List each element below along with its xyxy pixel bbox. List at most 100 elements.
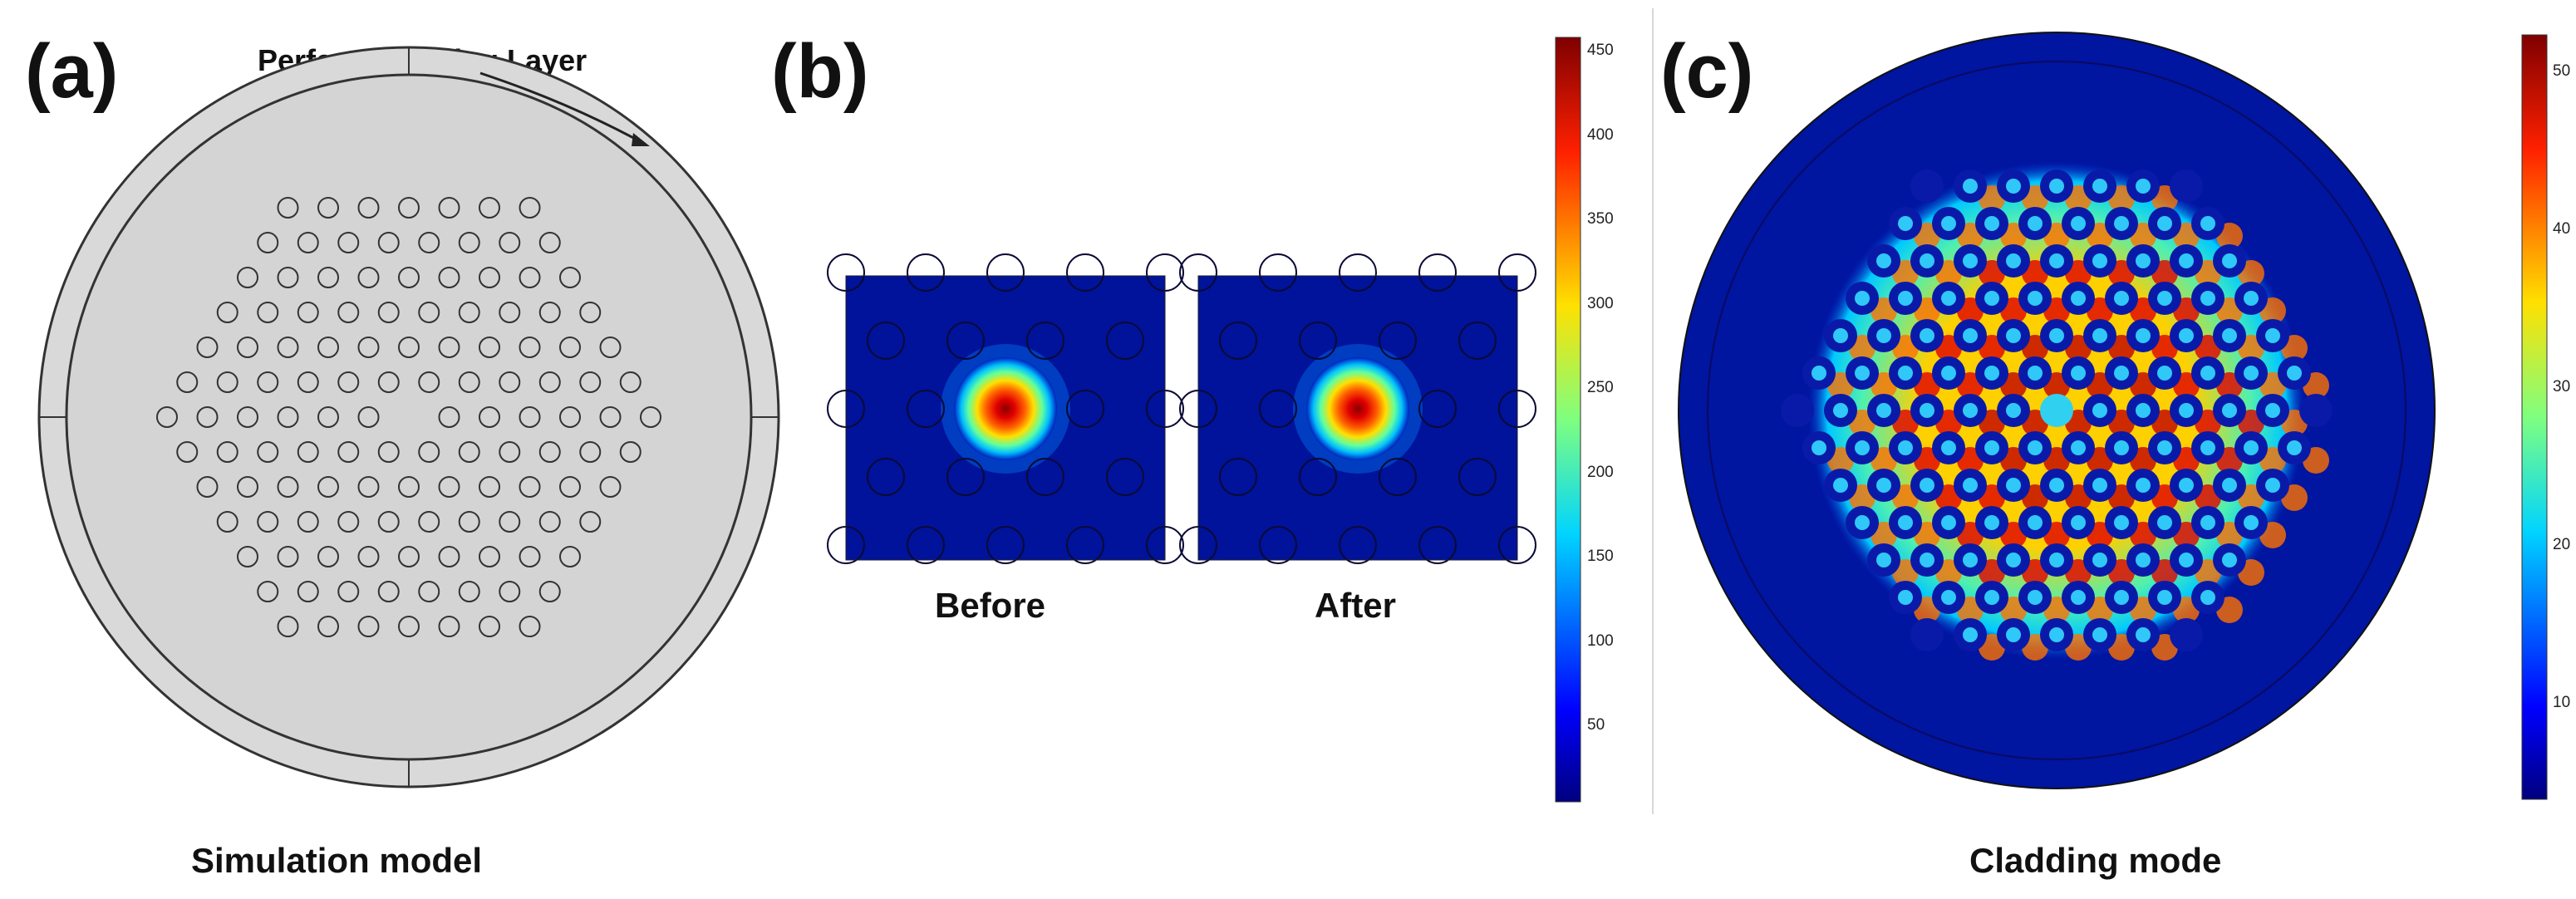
hole-inner-field: [1941, 216, 1956, 231]
colorbar-b: [1555, 37, 1581, 803]
hole-inner-field: [2049, 253, 2064, 268]
air-hole: [438, 267, 460, 288]
hole-inner-field: [2136, 627, 2151, 642]
air-hole: [599, 476, 622, 498]
air-hole: [277, 337, 299, 358]
air-hole: [337, 232, 360, 253]
air-hole: [479, 337, 500, 358]
air-hole: [418, 232, 440, 253]
air-hole: [1066, 390, 1104, 428]
air-hole: [640, 406, 661, 428]
before-label: Before: [935, 586, 1046, 625]
hole-inner-field: [1876, 253, 1891, 268]
hole-inner-field: [1963, 179, 1978, 194]
hole-inner-field: [2092, 253, 2107, 268]
air-hole: [237, 337, 258, 358]
hole-inner-field: [2179, 478, 2194, 493]
air-hole: [438, 616, 460, 637]
core-mode-spot: [954, 357, 1057, 460]
air-hole: [579, 371, 602, 393]
hole-inner-field: [1941, 440, 1956, 455]
hole-inner-field: [2049, 553, 2064, 567]
air-hole: [196, 476, 219, 498]
hole-inner-field: [1984, 216, 1999, 231]
hole-inner-field: [2114, 515, 2129, 530]
hole-inner-field: [2028, 216, 2043, 231]
air-hole: [1299, 322, 1337, 360]
air-hole: [418, 302, 440, 323]
hole-inner-field: [2179, 403, 2194, 418]
air-hole: [1379, 322, 1417, 360]
core-region: [2040, 394, 2073, 427]
air-hole: [479, 546, 500, 567]
hole-inner-field: [2200, 216, 2215, 231]
air-hole: [357, 337, 380, 358]
air-hole: [438, 197, 460, 219]
air-hole: [1106, 458, 1144, 496]
hole-inner-field: [2028, 291, 2043, 306]
air-hole: [377, 581, 400, 602]
air-hole: [599, 337, 622, 358]
hole-inner-field: [2287, 440, 2302, 455]
hole-inner-field: [2265, 403, 2280, 418]
hole-inner-field: [1920, 253, 1934, 268]
air-hole: [297, 581, 319, 602]
hole-inner-field: [1941, 291, 1956, 306]
air-hole: [398, 616, 420, 637]
hole-inner-field: [1963, 328, 1978, 343]
hole-inner-field: [2028, 590, 2043, 605]
hole-inner-field: [2092, 179, 2107, 194]
colorbar-tick: 400: [1587, 125, 1614, 144]
air-hole: [1418, 526, 1457, 564]
hole-inner-field: [2200, 440, 2215, 455]
hole-inner-field: [1941, 515, 1956, 530]
hole-inner-field: [2006, 627, 2021, 642]
hole-inner-field: [2006, 328, 2021, 343]
air-hole: [499, 371, 521, 393]
hole-inner-field: [2071, 590, 2086, 605]
hole-inner-field: [2157, 515, 2172, 530]
air-hole: [479, 476, 500, 498]
air-hole: [277, 197, 299, 219]
air-hole: [176, 441, 199, 463]
air-hole: [398, 546, 420, 567]
air-hole: [317, 406, 339, 428]
air-hole: [438, 337, 460, 358]
hole-inner-field: [2114, 216, 2129, 231]
hole-inner-field: [2006, 253, 2021, 268]
air-hole: [619, 441, 642, 463]
panel-a-caption: Simulation model: [191, 841, 483, 880]
air-hole: [458, 581, 480, 602]
air-hole: [377, 511, 400, 533]
hole-inner-field: [2157, 590, 2172, 605]
hole-inner-field: [2114, 440, 2129, 455]
air-hole: [398, 197, 420, 219]
hole-inner-field: [2244, 291, 2259, 306]
air-hole: [1458, 458, 1497, 496]
hole-inner-field: [2071, 366, 2086, 381]
hole-inner-field: [1941, 590, 1956, 605]
annotation-arrow: [479, 71, 641, 143]
air-hole: [538, 511, 561, 533]
hole-inner-field: [2222, 478, 2237, 493]
air-hole-lattice: [156, 197, 661, 637]
air-hole: [2170, 618, 2203, 651]
air-hole: [499, 511, 521, 533]
air-hole: [337, 581, 360, 602]
hole-inner-field: [2222, 403, 2237, 418]
hole-inner-field: [2092, 328, 2107, 343]
air-hole: [907, 253, 945, 292]
air-hole: [1219, 458, 1257, 496]
hole-inner-field: [2222, 328, 2237, 343]
hole-inner-field: [2265, 478, 2280, 493]
air-hole: [519, 267, 541, 288]
hole-inner-field: [1898, 291, 1913, 306]
air-hole: [479, 267, 500, 288]
air-hole: [438, 546, 460, 567]
colorbar-tick: 350: [1587, 210, 1614, 228]
air-hole: [1299, 458, 1337, 496]
hole-inner-field: [2092, 627, 2107, 642]
hole-inner-field: [1898, 216, 1913, 231]
hole-inner-field: [2049, 627, 2064, 642]
air-hole: [216, 371, 238, 393]
